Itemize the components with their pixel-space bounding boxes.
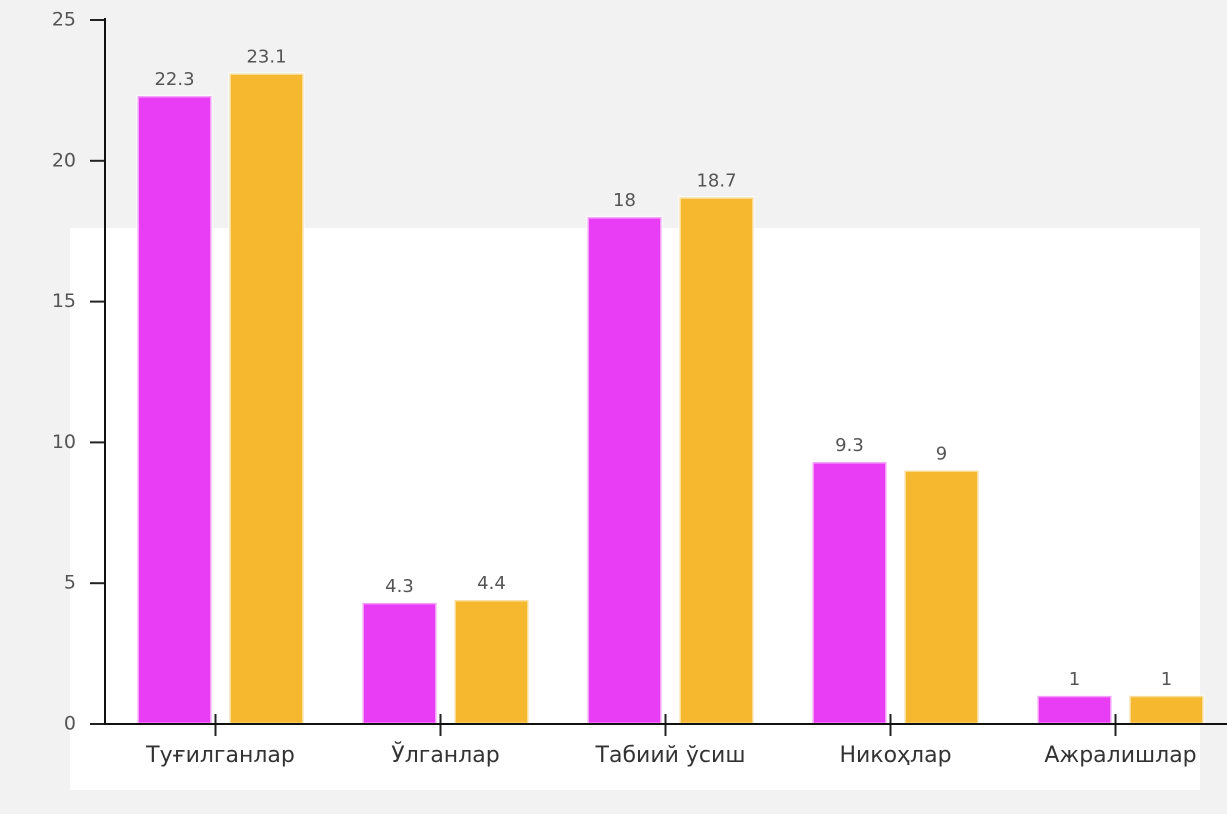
x-tick-label: Табиий ўсиш	[595, 743, 746, 768]
value-label: 9.3	[835, 435, 864, 456]
value-label: 22.3	[154, 69, 194, 90]
y-tick-label: 20	[52, 149, 76, 171]
value-label: 4.4	[477, 573, 506, 594]
bar	[586, 215, 663, 726]
bar	[1128, 694, 1205, 726]
bar	[903, 469, 980, 726]
y-tick-label: 0	[64, 713, 76, 735]
x-tick-label: Ўлганлар	[391, 742, 499, 768]
bar	[361, 601, 438, 726]
value-label: 18	[613, 190, 636, 211]
value-label: 4.3	[385, 576, 414, 597]
y-tick-label: 15	[52, 290, 76, 312]
bar	[228, 72, 305, 726]
bar	[136, 94, 213, 726]
x-tick-label: Туғилганлар	[145, 743, 295, 768]
x-tick-label: Никоҳлар	[839, 743, 951, 768]
value-label: 18.7	[696, 170, 736, 191]
value-label: 1	[1161, 669, 1172, 690]
value-label: 9	[936, 444, 947, 465]
bar	[678, 195, 755, 726]
y-tick-label: 10	[52, 431, 76, 453]
y-tick-label: 5	[64, 572, 76, 594]
x-tick-label: Ажралишлар	[1044, 743, 1196, 768]
bar	[453, 598, 530, 726]
bar	[1036, 694, 1113, 726]
value-label: 23.1	[246, 47, 286, 68]
value-label: 1	[1069, 669, 1080, 690]
bar	[811, 460, 888, 726]
y-tick-label: 25	[52, 9, 76, 31]
